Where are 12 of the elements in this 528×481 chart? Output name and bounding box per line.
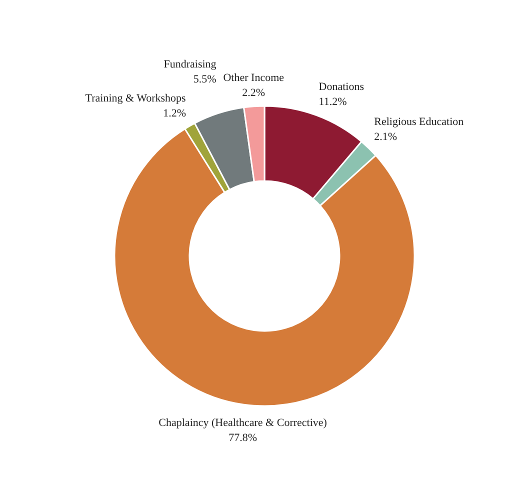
slice-label: Donations — [318, 81, 364, 94]
data-label: 5.5% — [193, 74, 216, 86]
slice-label: Fundraising — [164, 58, 217, 71]
data-label: 11.2% — [318, 96, 347, 108]
slice-label: Other Income — [223, 72, 284, 84]
slice-label: Training & Workshops — [85, 92, 186, 104]
data-label: 2.2% — [242, 86, 266, 99]
data-label: 2.1% — [374, 130, 398, 143]
slice-label: Religious Education — [374, 116, 464, 128]
slice-label: Chaplaincy (Healthcare & Corrective) — [158, 416, 328, 429]
data-label: 77.8% — [228, 432, 258, 444]
data-label: 1.2% — [163, 107, 186, 120]
